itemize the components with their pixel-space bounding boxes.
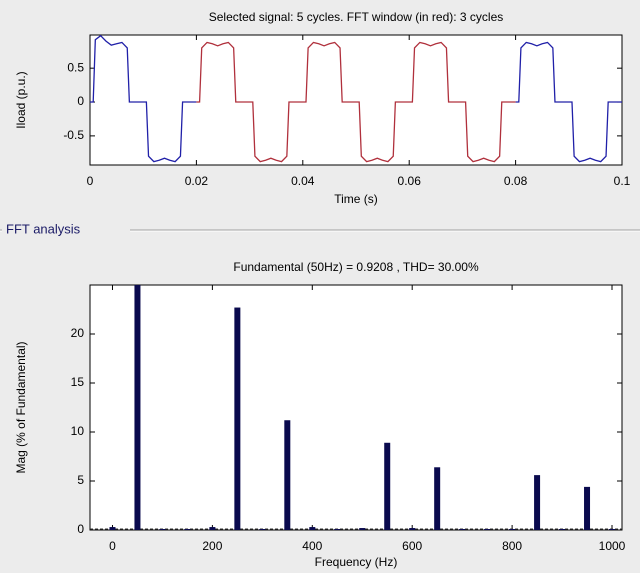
bar — [284, 420, 291, 530]
bar — [534, 475, 541, 530]
bar — [434, 467, 441, 530]
bar — [359, 528, 366, 530]
x-tick-label: 200 — [202, 539, 222, 553]
plot-area — [89, 34, 623, 166]
bar — [584, 486, 591, 530]
signal-line — [90, 35, 622, 163]
chart-title: Selected signal: 5 cycles. FFT window (i… — [209, 10, 504, 24]
x-tick-label: 400 — [302, 539, 322, 553]
x-tick-label: 0.1 — [614, 174, 631, 188]
bar — [309, 527, 316, 530]
bar — [259, 529, 266, 530]
x-axis-label: Time (s) — [334, 192, 378, 206]
y-tick-label: 10 — [71, 424, 85, 438]
bar — [234, 307, 241, 530]
bar — [109, 527, 116, 530]
x-tick-label: 600 — [402, 539, 422, 553]
bar — [559, 529, 566, 530]
signal-line — [196, 41, 516, 163]
panel-label: FFT analysis — [6, 221, 81, 236]
chart-title: Fundamental (50Hz) = 0.9208 , THD= 30.00… — [233, 260, 479, 274]
panel-label-bg — [2, 222, 130, 238]
y-axis-label: Mag (% of Fundamental) — [14, 341, 28, 473]
bar — [384, 442, 391, 530]
y-tick-label: 20 — [71, 326, 85, 340]
y-tick-label: 5 — [77, 473, 84, 487]
bar — [409, 528, 416, 530]
x-tick-label: 0 — [87, 174, 94, 188]
bar — [484, 529, 491, 530]
bar — [334, 529, 341, 530]
x-tick-label: 1000 — [599, 539, 626, 553]
y-axis-label: Iload (p.u.) — [14, 71, 28, 128]
bar — [459, 529, 466, 530]
plot-area — [89, 284, 623, 531]
y-tick-label: 0 — [77, 522, 84, 536]
bar — [609, 529, 616, 530]
x-tick-label: 0.06 — [398, 174, 422, 188]
bar — [159, 529, 166, 530]
x-tick-label: 0.02 — [185, 174, 209, 188]
y-tick-label: 15 — [71, 375, 85, 389]
bar — [134, 285, 141, 530]
y-tick-label: 0 — [77, 94, 84, 108]
x-tick-label: 0.04 — [291, 174, 315, 188]
x-tick-label: 0.08 — [504, 174, 528, 188]
bar — [209, 527, 216, 530]
x-tick-label: 0 — [109, 539, 116, 553]
x-tick-label: 800 — [502, 539, 522, 553]
x-axis-label: Frequency (Hz) — [315, 555, 398, 569]
y-tick-label: 0.5 — [67, 60, 84, 74]
y-tick-label: -0.5 — [63, 128, 84, 142]
bar — [184, 529, 191, 530]
bar — [509, 529, 516, 530]
